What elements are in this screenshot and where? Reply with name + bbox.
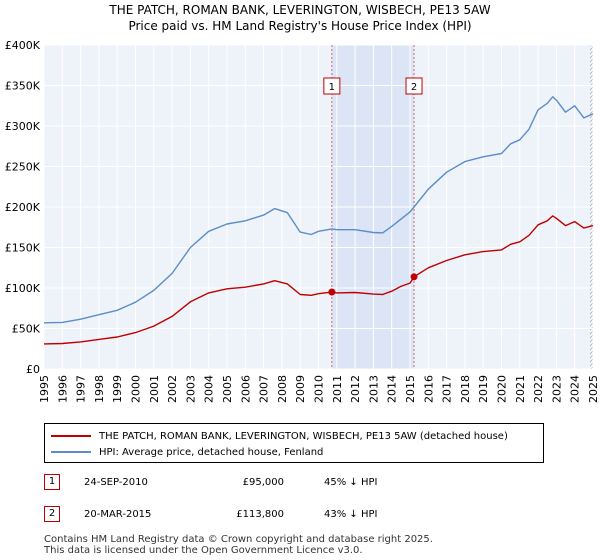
x-tick-label: 2009 [294,375,307,403]
x-tick-label: 2012 [349,375,362,403]
x-tick-label: 1998 [93,375,106,403]
x-tick-label: 2010 [313,375,326,403]
legend-label-property: THE PATCH, ROMAN BANK, LEVERINGTON, WISB… [99,430,508,442]
price-chart: £0 £50K £100K £150K £200K £250K £300K £350K £400… [5,39,600,403]
x-tick-label: 2024 [569,375,582,403]
sale-point [328,288,336,296]
x-tick-label: 1995 [38,375,51,403]
x-tick-label: 2025 [587,375,600,403]
transaction-label-box: 1 [323,77,341,95]
transaction-date: 20-MAR-2015 [84,508,152,520]
transaction-hpi-diff: 43% ↓ HPI [324,508,378,520]
y-tick-label: £100K [5,282,41,295]
chart-subtitle: Price paid vs. HM Land Registry's House … [128,19,472,33]
x-tick-label: 2013 [367,375,380,403]
y-tick-label: £250K [5,161,41,174]
x-tick-label: 2002 [166,375,179,403]
x-tick-label: 2006 [239,375,252,403]
transaction-box-frame [323,77,341,95]
y-tick-label: £350K [5,80,41,93]
sale-point [410,273,418,281]
x-tick-label: 2019 [477,375,490,403]
x-tick-label: 2008 [276,375,289,403]
series-line-hpi [43,96,594,324]
x-tick-label: 1997 [75,375,88,403]
x-tick-label: 2020 [496,375,509,403]
legend-label-hpi: HPI: Average price, detached house, Fenl… [99,446,324,458]
legend: THE PATCH, ROMAN BANK, LEVERINGTON, WISB… [44,423,544,463]
transaction-box-number: 2 [411,82,417,93]
x-tick-label: 2003 [184,375,197,403]
y-tick-label: £200K [5,201,41,214]
transaction-hpi-diff: 45% ↓ HPI [324,476,378,488]
x-tick-label: 2005 [221,375,234,403]
legend-swatch-hpi [51,451,91,453]
legend-item-hpi: HPI: Average price, detached house, Fenl… [51,445,323,459]
x-tick-label: 2004 [203,375,216,403]
footer-copyright: Contains HM Land Registry data © Crown c… [44,534,433,545]
footer-licence: This data is licensed under the Open Gov… [44,545,363,556]
x-tick-label: 2017 [441,375,454,403]
x-tick-label: 2000 [130,375,143,403]
transaction-box-frame [405,77,423,95]
transaction-marker: 2 [44,506,60,522]
x-tick-label: 1999 [111,375,124,403]
transaction-marker: 1 [44,474,60,490]
y-tick-label: £400K [5,39,41,52]
x-tick-label: 2023 [550,375,563,403]
transaction-box-number: 1 [329,82,335,93]
x-tick-label: 1996 [56,375,69,403]
x-tick-label: 2007 [258,375,271,403]
legend-item-property: THE PATCH, ROMAN BANK, LEVERINGTON, WISB… [51,429,508,443]
y-tick-label: £150K [5,242,41,255]
x-tick-label: 2018 [459,375,472,403]
transaction-date: 24-SEP-2010 [84,476,148,488]
y-tick-label: £300K [5,120,41,133]
y-tick-label: £50K [12,323,41,336]
x-tick-label: 2022 [532,375,545,403]
x-tick-label: 2011 [331,375,344,403]
x-tick-label: 2001 [148,375,161,403]
transaction-label-box: 2 [405,77,423,95]
x-tick-label: 2014 [386,375,399,403]
transaction-price: £113,800 [236,508,284,520]
legend-swatch-property [51,435,91,437]
x-tick-label: 2021 [514,375,527,403]
y-tick-label: £0 [26,363,40,376]
transaction-row: 1 24-SEP-2010 £95,000 45% ↓ HPI [44,473,564,491]
series-line-property [43,215,594,345]
chart-title: THE PATCH, ROMAN BANK, LEVERINGTON, WISB… [109,3,491,17]
transaction-price: £95,000 [242,476,284,488]
transaction-row: 2 20-MAR-2015 £113,800 43% ↓ HPI [44,505,564,523]
x-tick-label: 2016 [422,375,435,403]
x-tick-label: 2015 [404,375,417,403]
